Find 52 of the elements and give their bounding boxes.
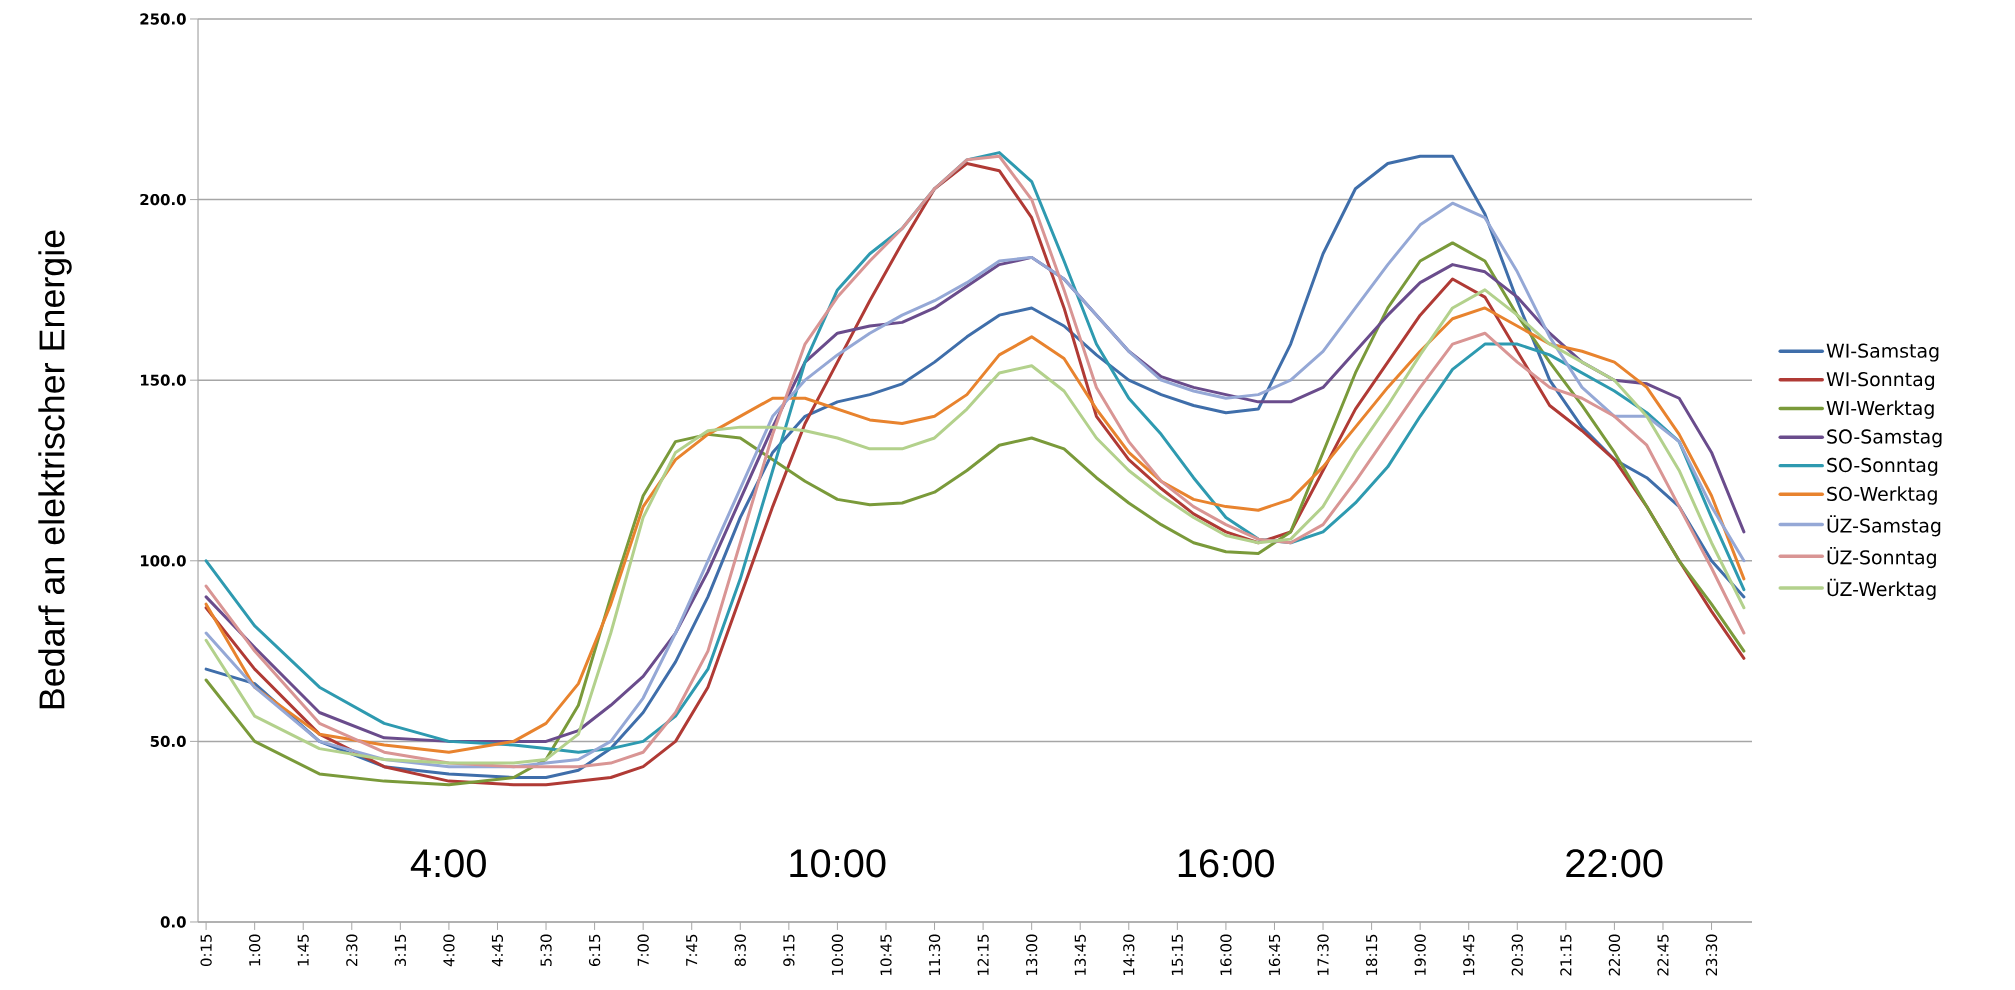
x-tick-label: 9:15	[783, 934, 795, 967]
x-tick-label: 3:15	[394, 934, 407, 966]
x-tick-label: 4:45	[491, 934, 504, 967]
x-tick-label: 15:15	[1171, 934, 1183, 975]
y-axis-title: Bedarf an elektrischer Energie	[38, 230, 72, 709]
annotation: 16:00	[1178, 849, 1274, 878]
y-tick-label: 150.0	[140, 374, 186, 386]
x-tick-label: 8:30	[734, 934, 746, 967]
x-tick-label: 12:15	[977, 934, 989, 975]
x-tick-label: 18:15	[1365, 934, 1378, 975]
y-tick-label: 0.0	[160, 916, 186, 928]
legend-label: WI-Werktag	[1826, 400, 1934, 419]
y-tick-label: 100.0	[140, 555, 186, 567]
legend-label: ÜZ-Sonntag	[1827, 546, 1936, 569]
x-tick-label: 2:30	[346, 934, 358, 966]
x-tick-label: 11:30	[928, 934, 941, 975]
annotation: 10:00	[790, 849, 886, 878]
legend-label: SO-Samstag	[1827, 429, 1942, 448]
x-tick-label: 1:45	[297, 934, 309, 966]
legend-label: WI-Samstag	[1826, 343, 1939, 362]
x-tick-label: 23:30	[1705, 934, 1718, 976]
x-tick-label: 6:15	[588, 934, 601, 966]
x-tick-label: 13:00	[1026, 934, 1038, 975]
x-tick-label: 0:15	[200, 934, 212, 967]
x-tick-label: 4:00	[443, 934, 455, 967]
x-tick-label: 5:30	[540, 934, 552, 966]
x-tick-label: 22:00	[1608, 934, 1621, 976]
x-tick-label: 10:00	[831, 934, 844, 975]
x-tick-label: 16:00	[1220, 934, 1232, 975]
legend-label: ÜZ-Samstag	[1827, 515, 1941, 537]
y-tick-label: 200.0	[140, 193, 186, 206]
x-tick-label: 7:45	[686, 934, 698, 966]
legend-label: SO-Sonntag	[1827, 457, 1938, 476]
x-tick-label: 7:00	[637, 934, 649, 966]
x-tick-label: 17:30	[1317, 934, 1329, 975]
x-tick-label: 20:30	[1511, 934, 1523, 976]
annotation: 4:00	[410, 849, 486, 878]
x-tick-label: 19:00	[1414, 934, 1426, 975]
y-tick-label: 50.0	[150, 735, 186, 748]
legend-label: SO-Werktag	[1827, 486, 1937, 505]
x-tick-label: 14:30	[1123, 934, 1135, 975]
x-tick-label: 13:45	[1074, 934, 1086, 975]
x-tick-label: 19:45	[1463, 934, 1475, 975]
x-tick-label: 22:45	[1657, 934, 1669, 976]
x-tick-label: 16:45	[1268, 934, 1281, 975]
x-tick-label: 1:00	[249, 934, 261, 966]
y-tick-label: 250.0	[140, 13, 186, 25]
annotation: 22:00	[1566, 849, 1663, 878]
x-tick-label: 21:15	[1560, 934, 1572, 976]
legend-label: ÜZ-Werktag	[1827, 578, 1936, 600]
legend-label: WI-Sonntag	[1826, 372, 1935, 391]
x-tick-label: 10:45	[880, 934, 892, 975]
